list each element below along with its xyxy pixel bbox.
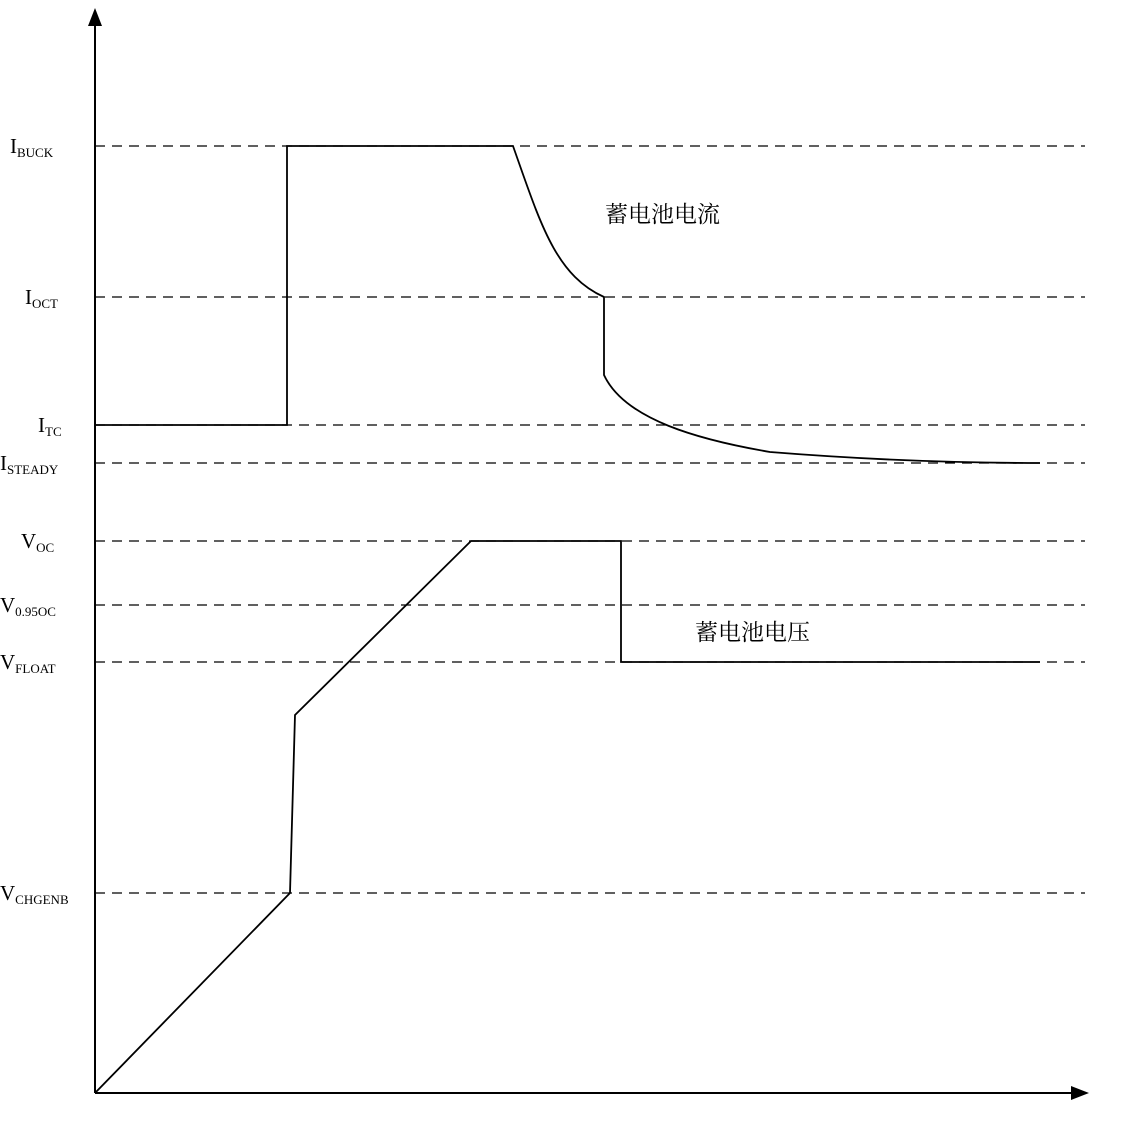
gridlines [95,146,1085,893]
y-label-I_OCT: IOCT [25,285,58,311]
y-label-I_STEADY: ISTEADY [0,451,59,477]
y-label-I_TC: ITC [38,413,62,439]
chart-container: { "chart": { "type": "line-diagram", "ca… [0,0,1135,1144]
battery-current-curve [95,146,1040,463]
curve-text-labels: 蓄电池电流蓄电池电压 [605,196,810,647]
battery-charging-diagram: IBUCK IOCT ITC ISTEADY VOC V0.95OC VFLOAT VCHGE… [0,0,1135,1144]
y-axis-labels: IBUCK IOCT ITC ISTEADY VOC V0.95OC VFLOAT VCHGE… [0,134,69,907]
y-label-V_CHGENB: VCHGENB [0,881,69,907]
y-label-I_BUCK: IBUCK [10,134,54,160]
axes [88,8,1089,1100]
voltage_label: 蓄电池电压 [695,614,810,647]
y-label-V_OC: VOC [21,529,54,555]
y-label-V_0.95OC: V0.95OC [0,593,56,619]
y-label-V_FLOAT: VFLOAT [0,650,56,676]
battery-voltage-curve [95,541,1040,1093]
current_label: 蓄电池电流 [605,196,720,229]
